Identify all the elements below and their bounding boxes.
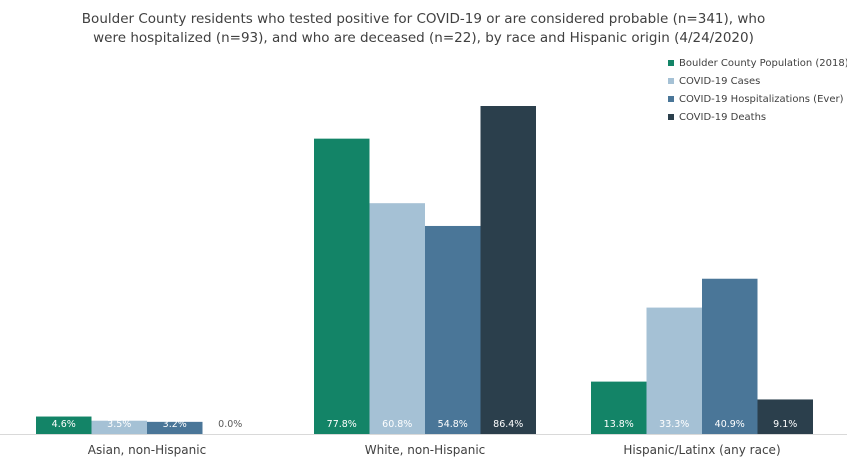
bar-covid-19-cases-1 bbox=[369, 203, 425, 434]
bar-covid-19-hospitalizations-ever-0 bbox=[147, 421, 203, 434]
bar-covid-19-deaths-1 bbox=[480, 106, 536, 434]
legend-swatch-cases bbox=[668, 78, 674, 84]
data-label-boulder-county-population-2018-2: 13.8% bbox=[604, 419, 634, 430]
data-label-covid-19-cases-2: 33.3% bbox=[659, 419, 689, 430]
legend-label-hospitalizations: COVID-19 Hospitalizations (Ever) bbox=[679, 93, 844, 105]
legend: Boulder County Population (2018) COVID-1… bbox=[668, 54, 847, 126]
chart-title: Boulder County residents who tested posi… bbox=[0, 10, 847, 48]
bar-covid-19-deaths-2 bbox=[757, 399, 813, 434]
bar-covid-19-hospitalizations-ever-1 bbox=[425, 225, 481, 434]
legend-swatch-hospitalizations bbox=[668, 96, 674, 102]
legend-item-hospitalizations: COVID-19 Hospitalizations (Ever) bbox=[668, 90, 847, 108]
legend-item-cases: COVID-19 Cases bbox=[668, 72, 847, 90]
bar-covid-19-cases-0 bbox=[91, 420, 147, 434]
data-label-boulder-county-population-2018-1: 77.8% bbox=[327, 419, 357, 430]
legend-label-population: Boulder County Population (2018) bbox=[679, 57, 847, 69]
category-label-2: Hispanic/Latinx (any race) bbox=[623, 443, 780, 457]
chart-title-line-2: were hospitalized (n=93), and who are de… bbox=[93, 30, 754, 46]
bar-boulder-county-population-2018-1 bbox=[314, 138, 370, 435]
bar-boulder-county-population-2018-0 bbox=[36, 416, 92, 434]
bar-boulder-county-population-2018-2 bbox=[591, 381, 647, 434]
legend-item-population: Boulder County Population (2018) bbox=[668, 54, 847, 72]
legend-swatch-deaths bbox=[668, 114, 674, 120]
data-label-boulder-county-population-2018-0: 4.6% bbox=[52, 419, 76, 430]
bar-covid-19-cases-2 bbox=[646, 307, 702, 434]
legend-label-deaths: COVID-19 Deaths bbox=[679, 111, 767, 123]
data-label-covid-19-hospitalizations-ever-0: 3.2% bbox=[163, 419, 187, 430]
data-label-covid-19-deaths-1: 86.4% bbox=[493, 419, 523, 430]
legend-swatch-population bbox=[668, 60, 674, 66]
legend-label-cases: COVID-19 Cases bbox=[679, 75, 761, 87]
data-label-covid-19-hospitalizations-ever-2: 40.9% bbox=[715, 419, 745, 430]
data-label-covid-19-deaths-0: 0.0% bbox=[218, 419, 242, 430]
category-label-0: Asian, non-Hispanic bbox=[88, 443, 206, 457]
chart-title-line-1: Boulder County residents who tested posi… bbox=[81, 11, 766, 27]
legend-item-deaths: COVID-19 Deaths bbox=[668, 108, 847, 126]
bar-covid-19-hospitalizations-ever-2 bbox=[702, 278, 758, 434]
data-label-covid-19-deaths-2: 9.1% bbox=[773, 419, 797, 430]
data-label-covid-19-cases-0: 3.5% bbox=[107, 419, 131, 430]
data-label-covid-19-hospitalizations-ever-1: 54.8% bbox=[438, 419, 468, 430]
data-label-covid-19-cases-1: 60.8% bbox=[382, 419, 412, 430]
category-label-1: White, non-Hispanic bbox=[365, 443, 486, 457]
